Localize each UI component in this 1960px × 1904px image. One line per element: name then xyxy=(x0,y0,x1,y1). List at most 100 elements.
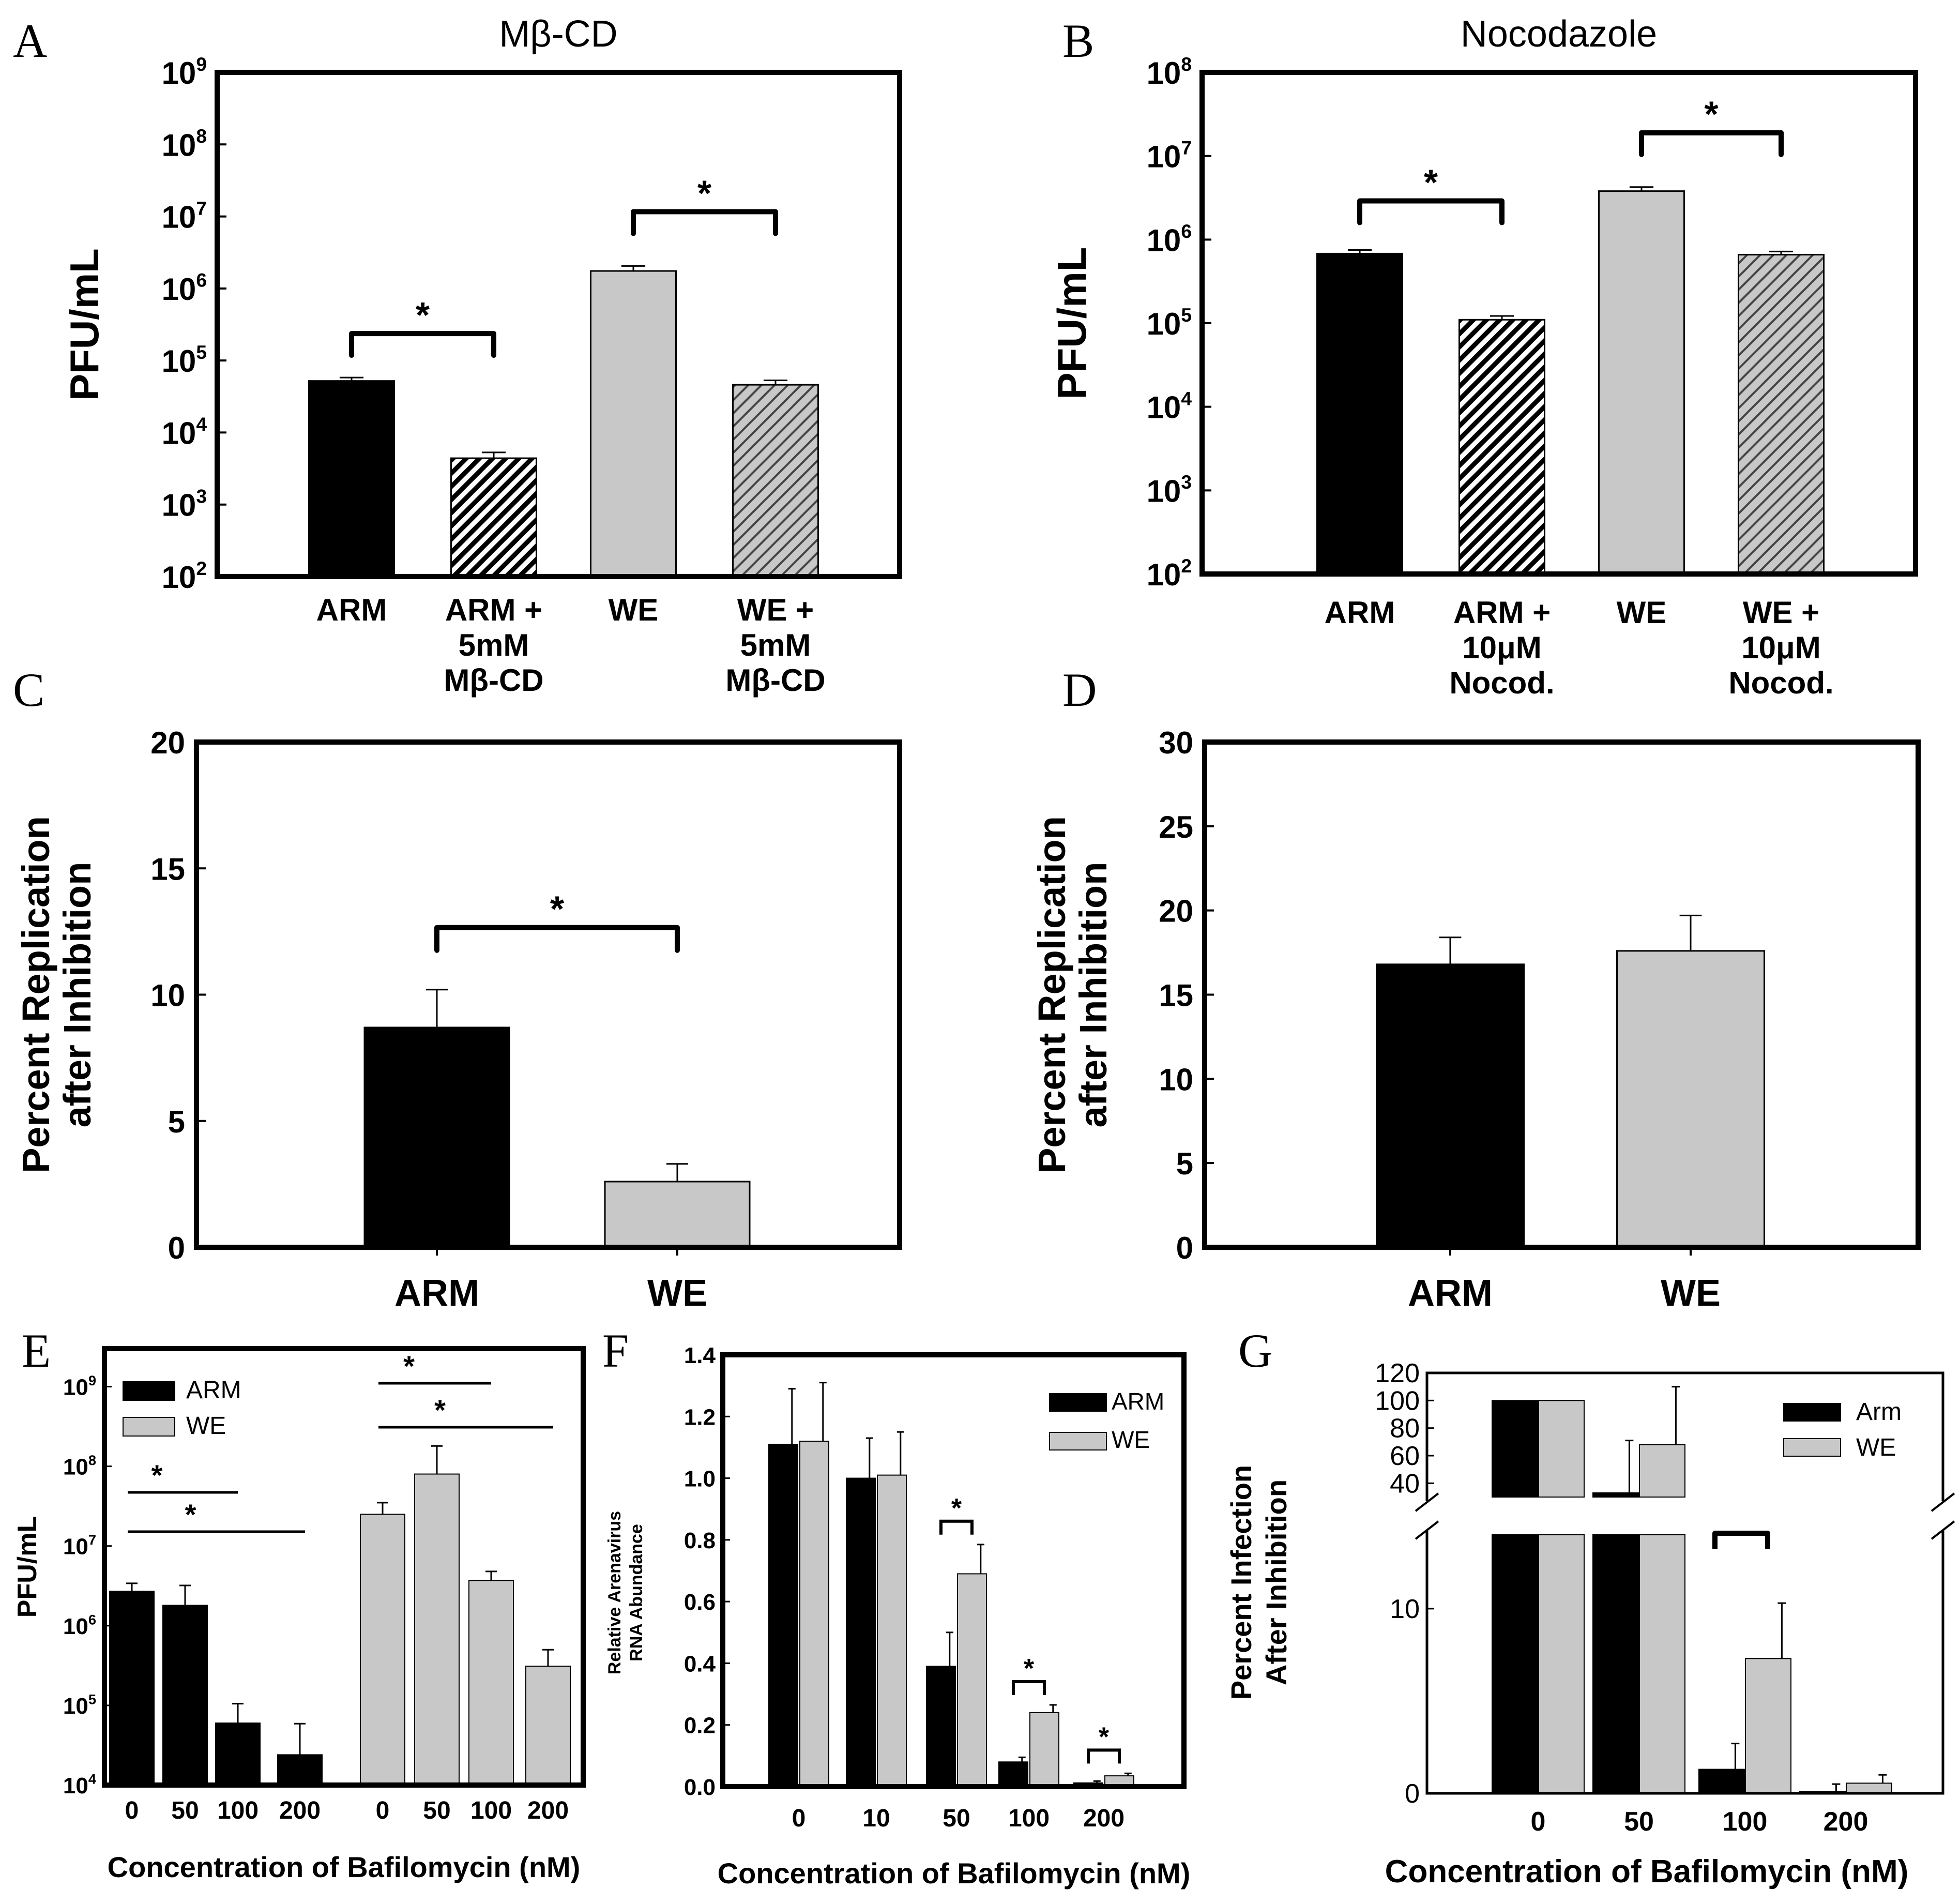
legend-label-G: Arm xyxy=(1856,1398,1902,1426)
y-tick-label-D: 15 xyxy=(1159,978,1193,1013)
significance-star-E: * xyxy=(185,1498,196,1531)
significance-star-F: * xyxy=(1099,1722,1110,1752)
x-tick-label-E: 100 xyxy=(470,1797,512,1824)
x-tick-label-B: Nocod. xyxy=(1449,666,1554,700)
x-tick-label-F: 50 xyxy=(943,1805,970,1832)
x-tick-label-A: WE xyxy=(609,593,659,627)
significance-bracket-B-star: * xyxy=(1424,162,1438,203)
axis-break-mark-G xyxy=(1931,1492,1955,1512)
x-tick-label-F: 10 xyxy=(862,1805,890,1832)
y-tick-label-G: 0 xyxy=(1405,1779,1420,1809)
bar-F xyxy=(768,1443,798,1788)
bar-C xyxy=(363,1026,510,1248)
significance-bracket-B xyxy=(1357,198,1505,225)
y-tick-label-F: 0.8 xyxy=(684,1528,716,1553)
legend-swatch-E xyxy=(123,1381,175,1401)
y-tick-label-G: 10 xyxy=(1390,1594,1420,1624)
y-tick-label-B: 104 xyxy=(1147,387,1192,425)
bar-C xyxy=(604,1181,751,1248)
bar-E xyxy=(525,1666,571,1786)
bar-E xyxy=(215,1722,261,1786)
x-tick-label-F: 100 xyxy=(1008,1805,1050,1832)
x-tick-label-F: 200 xyxy=(1083,1805,1125,1832)
y-axis-label-G: Percent Infection xyxy=(1225,1465,1257,1700)
axis-break-mark-G xyxy=(1415,1520,1439,1540)
bar-F xyxy=(877,1474,907,1788)
significance-star-E: * xyxy=(403,1350,415,1382)
chart-title-A: Mβ-CD xyxy=(499,13,617,55)
x-tick-label-E: 50 xyxy=(171,1797,199,1824)
x-tick-label-A: Mβ-CD xyxy=(444,663,543,698)
x-tick-label-G: 0 xyxy=(1531,1807,1546,1837)
significance-bracket-A xyxy=(631,209,778,236)
bar-E xyxy=(414,1473,460,1786)
y-axis-label-C: Percent Replication xyxy=(14,816,57,1173)
x-tick-label-B: WE + xyxy=(1743,595,1819,630)
x-tick-label-C: ARM xyxy=(394,1273,479,1314)
panel-letter-G: G xyxy=(1238,1324,1272,1377)
panel-letter-E: E xyxy=(22,1324,51,1377)
y-tick-label-E: 105 xyxy=(63,1691,96,1718)
y-tick-label-A: 104 xyxy=(162,413,207,450)
y-tick-label-F: 0.2 xyxy=(684,1713,716,1739)
significance-bracket-A xyxy=(349,331,496,358)
y-axis-label-B: PFU/mL xyxy=(1049,247,1095,400)
x-tick-label-D: WE xyxy=(1661,1273,1721,1314)
panel-letter-D: D xyxy=(1062,663,1097,716)
panel-letter-C: C xyxy=(13,663,44,716)
bar-D xyxy=(1376,963,1525,1248)
y-tick-label-B: 102 xyxy=(1147,555,1192,592)
bar-G xyxy=(1492,1400,1538,1498)
y-tick-label-G: 100 xyxy=(1375,1386,1420,1416)
y-tick-label-E: 108 xyxy=(63,1452,96,1479)
legend-swatch-G xyxy=(1783,1403,1841,1422)
bar-D xyxy=(1616,950,1765,1248)
legend-label-G: WE xyxy=(1856,1434,1896,1461)
significance-star-E: * xyxy=(151,1459,163,1491)
y-tick-label-C: 5 xyxy=(168,1105,185,1139)
bar-G xyxy=(1592,1492,1639,1498)
y-tick-label-C: 10 xyxy=(150,978,185,1013)
x-tick-label-G: 50 xyxy=(1624,1807,1654,1837)
chart-title-B: Nocodazole xyxy=(1461,13,1657,55)
x-tick-label-F: 0 xyxy=(792,1805,806,1832)
y-tick-label-D: 10 xyxy=(1159,1062,1193,1097)
y-axis-label-D: Percent Replication xyxy=(1030,816,1073,1173)
x-tick-label-B: 10μM xyxy=(1741,630,1820,665)
x-tick-label-A: WE + xyxy=(737,593,814,627)
y-tick-label-D: 25 xyxy=(1159,810,1193,844)
x-axis-label-F: Concentration of Bafilomycin (nM) xyxy=(718,1857,1191,1890)
y-tick-label-B: 107 xyxy=(1147,137,1192,174)
bar-E xyxy=(109,1591,155,1786)
bar-F xyxy=(957,1573,987,1788)
y-tick-label-D: 5 xyxy=(1176,1146,1193,1181)
bar-F xyxy=(846,1477,876,1788)
plot-frame-F xyxy=(720,1352,1187,1789)
plot-frame-D xyxy=(1202,739,1921,1250)
y-tick-label-A: 105 xyxy=(162,341,207,379)
y-axis-label-F: Relative Arenavirus xyxy=(605,1511,625,1674)
bar-B xyxy=(1316,252,1403,575)
significance-bracket-A-star: * xyxy=(697,173,712,213)
bar-G xyxy=(1846,1782,1892,1794)
bar-B xyxy=(1598,190,1685,575)
bar-G xyxy=(1745,1658,1791,1794)
bar-B xyxy=(1738,254,1825,575)
bar-E xyxy=(360,1514,405,1786)
bar-G xyxy=(1698,1769,1745,1794)
y-axis-label-E: PFU/mL xyxy=(12,1516,42,1618)
y-tick-label-F: 0.4 xyxy=(684,1651,716,1676)
significance-bracket-F xyxy=(1012,1680,1046,1695)
panel-letter-F: F xyxy=(602,1324,629,1377)
y-tick-label-A: 102 xyxy=(162,557,207,595)
x-tick-label-E: 100 xyxy=(217,1797,259,1824)
y-tick-label-B: 108 xyxy=(1147,53,1192,90)
x-tick-label-B: Nocod. xyxy=(1728,666,1833,700)
bar-E xyxy=(277,1754,323,1786)
x-tick-label-E: 0 xyxy=(376,1797,390,1824)
y-tick-label-D: 20 xyxy=(1159,894,1193,929)
x-tick-label-E: 200 xyxy=(279,1797,321,1824)
y-tick-label-F: 0.0 xyxy=(684,1775,716,1800)
legend-swatch-F xyxy=(1049,1393,1107,1412)
bar-G xyxy=(1639,1444,1685,1498)
